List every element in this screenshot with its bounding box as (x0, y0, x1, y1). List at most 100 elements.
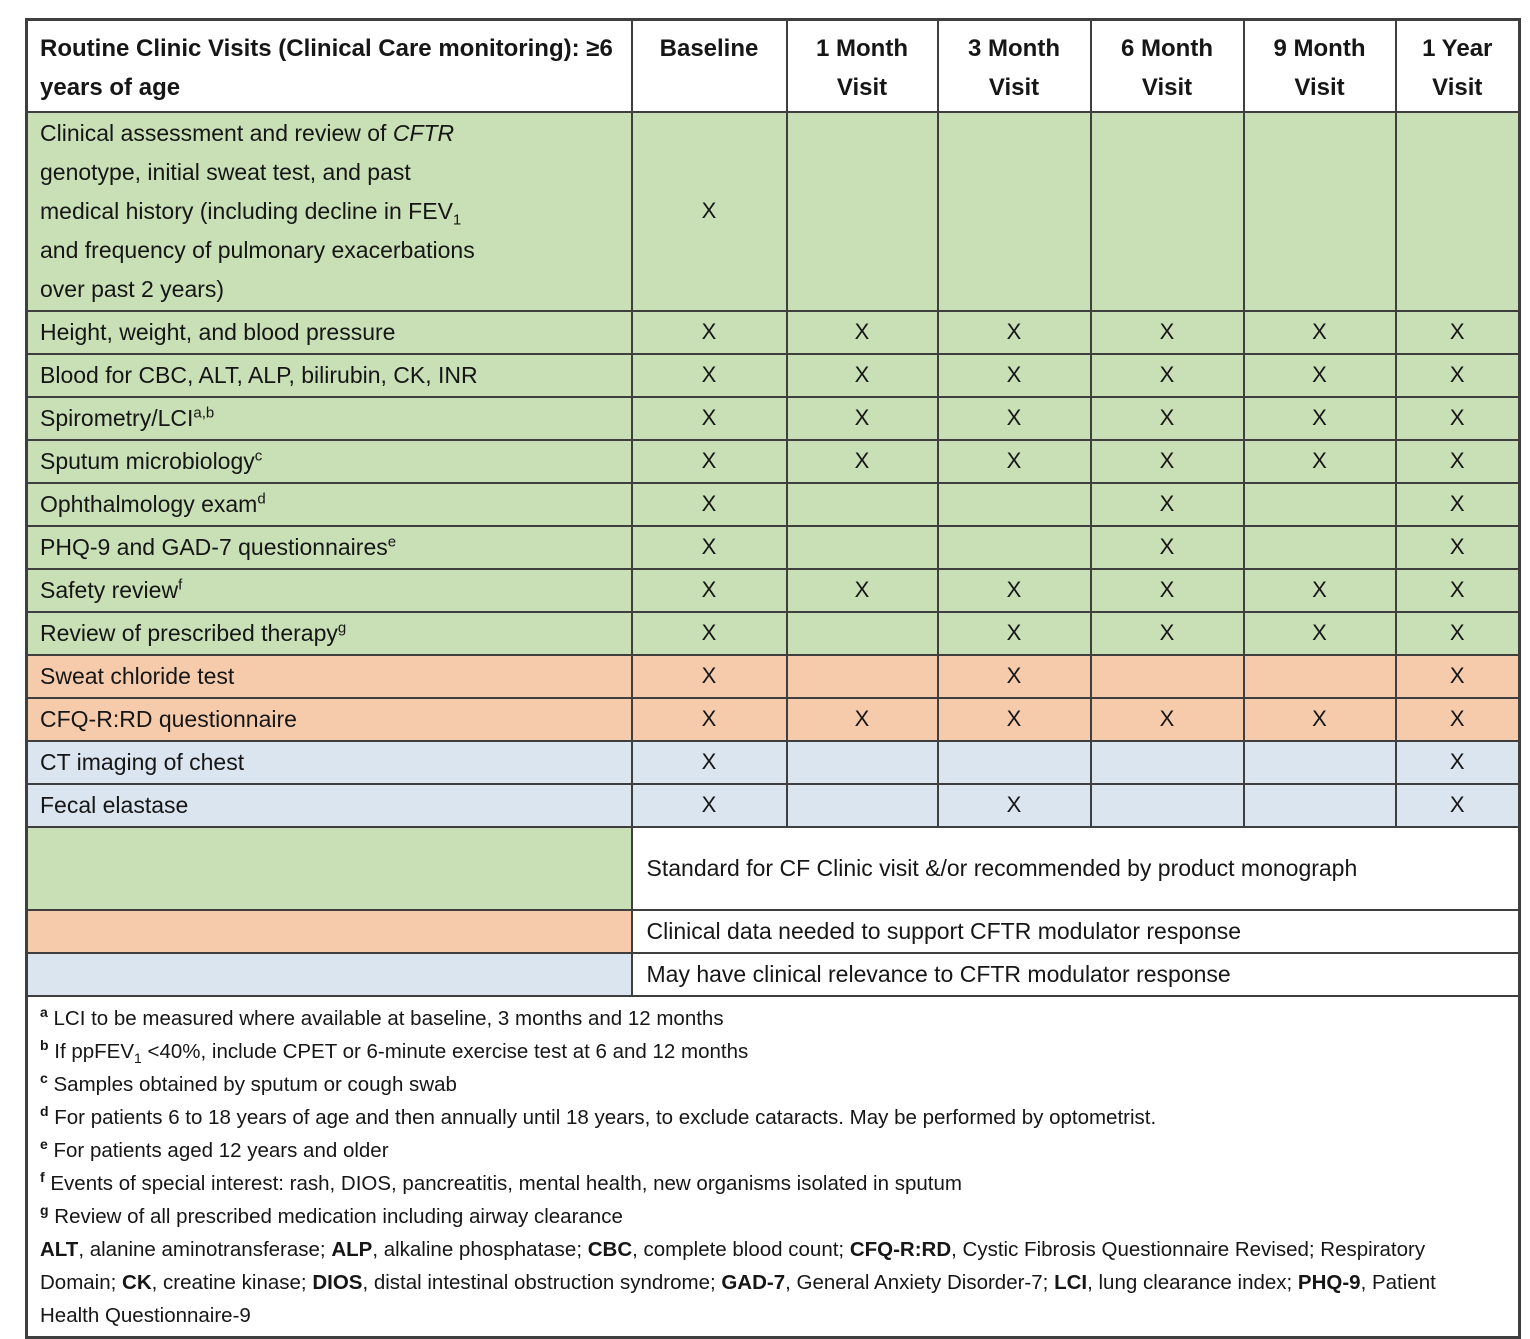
visit-mark-cell: X (630, 524, 788, 570)
footnote-marker: g (40, 1201, 49, 1218)
table-row: PHQ-9 and GAD-7 questionnairese X X X (25, 524, 1521, 570)
visit-mark-cell (1242, 524, 1397, 570)
row-label-cell: Sputum microbiologyc (25, 438, 633, 484)
footnote-marker: b (40, 1036, 49, 1053)
visit-mark-cell: X (630, 110, 788, 312)
visit-mark-cell: X (1089, 567, 1245, 613)
row-label-cell: CFQ-R:RD questionnaire (25, 696, 633, 742)
visit-mark-cell: X (936, 567, 1092, 613)
visit-mark-cell: X (785, 395, 939, 441)
visit-mark-cell: X (630, 696, 788, 742)
visit-mark-cell: X (1394, 395, 1521, 441)
table-header: Routine Clinic Visits (Clinical Care mon… (25, 18, 1521, 113)
visit-mark-cell (1242, 481, 1397, 527)
visit-mark-cell: X (630, 739, 788, 785)
clinic-visits-table: Routine Clinic Visits (Clinical Care mon… (25, 18, 1521, 1339)
legend-row: Clinical data needed to support CFTR mod… (25, 908, 1521, 954)
visit-mark-cell (1394, 110, 1521, 312)
visit-mark-cell (936, 739, 1092, 785)
footnotes-block: a LCI to be measured where available at … (25, 994, 1521, 1339)
footnote-marker: a (40, 1003, 48, 1020)
visit-mark-cell: X (630, 395, 788, 441)
visit-mark-cell: X (1089, 696, 1245, 742)
footnote-line: b If ppFEV1 <40%, include CPET or 6-minu… (40, 1036, 749, 1066)
visit-mark-cell (785, 739, 939, 785)
visit-mark-cell: X (936, 610, 1092, 656)
visit-mark-cell: X (785, 567, 939, 613)
visit-mark-cell: X (936, 653, 1092, 699)
legend-swatch-blue (25, 951, 633, 997)
visit-mark-cell: X (1394, 782, 1521, 828)
visit-mark-cell: X (1089, 610, 1245, 656)
visit-mark-cell: X (785, 352, 939, 398)
legend-row: May have clinical relevance to CFTR modu… (25, 951, 1521, 997)
visit-mark-cell: X (936, 309, 1092, 355)
row-label-cell: Safety reviewf (25, 567, 633, 613)
footnote-line: g Review of all prescribed medication in… (40, 1201, 623, 1228)
visit-mark-cell (785, 524, 939, 570)
table-row: Spirometry/LCIa,b X X X X X X (25, 395, 1521, 441)
visit-mark-cell: X (630, 610, 788, 656)
visit-mark-cell: X (1242, 610, 1397, 656)
row-label-cell: Sweat chloride test (25, 653, 633, 699)
visit-mark-cell: X (936, 782, 1092, 828)
visit-mark-cell: X (936, 395, 1092, 441)
footnote-marker: c (40, 1069, 48, 1086)
visit-mark-cell: X (1242, 438, 1397, 484)
visit-mark-cell: X (1089, 395, 1245, 441)
visit-mark-cell: X (785, 309, 939, 355)
visit-mark-cell (1242, 110, 1397, 312)
visit-mark-cell (785, 610, 939, 656)
footnote-line: a LCI to be measured where available at … (40, 1003, 724, 1030)
column-header-9-month: 9 Month Visit (1242, 18, 1397, 113)
footnote-line: e For patients aged 12 years and older (40, 1135, 389, 1162)
visit-mark-cell: X (1242, 696, 1397, 742)
row-label-cell: Ophthalmology examd (25, 481, 633, 527)
visit-mark-cell: X (1394, 309, 1521, 355)
visit-mark-cell (936, 110, 1092, 312)
row-label-cell: PHQ-9 and GAD-7 questionnairese (25, 524, 633, 570)
visit-mark-cell: X (1394, 567, 1521, 613)
visit-mark-cell: X (1394, 653, 1521, 699)
visit-mark-cell: X (1089, 438, 1245, 484)
column-header-1-year: 1 Year Visit (1394, 18, 1521, 113)
visit-mark-cell: X (1394, 481, 1521, 527)
visit-mark-cell: X (630, 352, 788, 398)
footnote-marker: e (40, 1135, 48, 1152)
visit-mark-cell (936, 524, 1092, 570)
legend-section: Standard for CF Clinic visit &/or recomm… (25, 825, 1521, 997)
visit-mark-cell: X (1089, 309, 1245, 355)
column-header-6-month: 6 Month Visit (1089, 18, 1245, 113)
footnotes-row: a LCI to be measured where available at … (25, 994, 1521, 1339)
visit-mark-cell: X (630, 438, 788, 484)
footnote-lines: a LCI to be measured where available at … (40, 1002, 1458, 1233)
row-label-cell: Review of prescribed therapyg (25, 610, 633, 656)
table-row: Sweat chloride test X X X (25, 653, 1521, 699)
table-row: Clinical assessment and review of CFTR ge… (25, 110, 1521, 312)
visit-mark-cell: X (1089, 352, 1245, 398)
header-row: Routine Clinic Visits (Clinical Care mon… (25, 18, 1521, 113)
visit-mark-cell: X (1242, 395, 1397, 441)
table-row: CT imaging of chest X X (25, 739, 1521, 785)
row-label-cell: Blood for CBC, ALT, ALP, bilirubin, CK, … (25, 352, 633, 398)
abbreviations-line: ALT, alanine aminotransferase; ALP, alka… (40, 1237, 1436, 1327)
visit-mark-cell (1242, 739, 1397, 785)
footnote-marker: f (40, 1168, 45, 1185)
visit-mark-cell: X (1394, 352, 1521, 398)
visit-mark-cell (785, 782, 939, 828)
table-row: Review of prescribed therapyg X X X X X (25, 610, 1521, 656)
legend-label: May have clinical relevance to CFTR modu… (630, 951, 1521, 997)
visit-mark-cell: X (785, 438, 939, 484)
visit-mark-cell (785, 653, 939, 699)
column-header-baseline: Baseline (630, 18, 788, 113)
visit-mark-cell: X (630, 782, 788, 828)
visit-mark-cell: X (1242, 567, 1397, 613)
visit-mark-cell: X (1242, 309, 1397, 355)
footnote-line: d For patients 6 to 18 years of age and … (40, 1102, 1157, 1129)
row-label-cell: Clinical assessment and review of CFTR ge… (25, 110, 633, 312)
footnote-line: f Events of special interest: rash, DIOS… (40, 1168, 962, 1195)
table-row: Blood for CBC, ALT, ALP, bilirubin, CK, … (25, 352, 1521, 398)
visit-mark-cell: X (1089, 524, 1245, 570)
visit-mark-cell (1242, 653, 1397, 699)
